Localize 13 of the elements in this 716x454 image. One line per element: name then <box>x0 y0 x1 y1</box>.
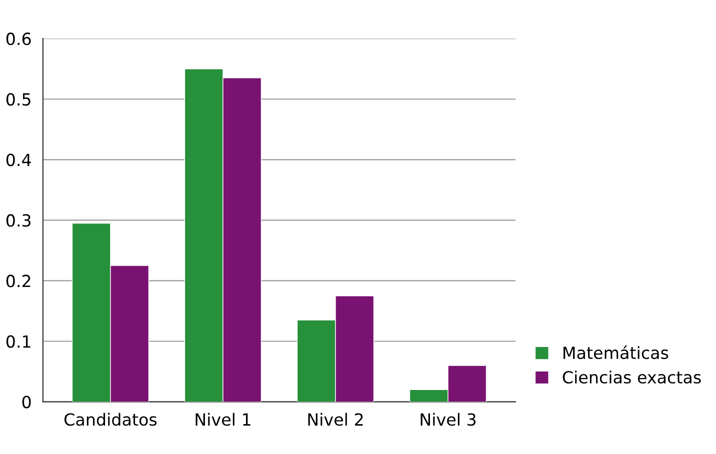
x-tick-label: Nivel 2 <box>308 412 363 426</box>
legend-label: Matemáticas <box>564 346 668 360</box>
y-tick-label: 0.1 <box>6 335 30 348</box>
x-tick-label: Candidatos <box>64 412 157 426</box>
y-tick-label: 0.4 <box>6 154 31 166</box>
y-tick-label: 0.5 <box>6 93 30 106</box>
y-tick-label: 0.3 <box>6 214 31 227</box>
x-tick-label: Nivel 3 <box>420 412 476 426</box>
legend-label: Ciencias exactas <box>562 370 701 384</box>
y-tick-label: 0.6 <box>6 32 31 46</box>
x-tick-label: Nivel 1 <box>196 412 250 426</box>
y-tick-label: 0 <box>22 396 31 408</box>
y-tick-label: 0.2 <box>6 274 30 288</box>
